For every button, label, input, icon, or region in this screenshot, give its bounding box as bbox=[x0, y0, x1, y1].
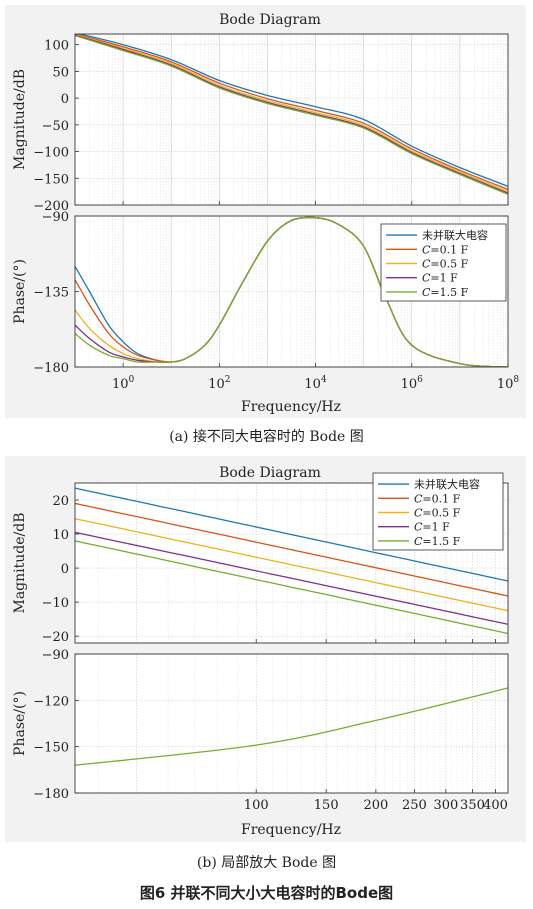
y-tick-label: −180 bbox=[33, 361, 69, 376]
chart-title: Bode Diagram bbox=[219, 12, 321, 28]
series-line bbox=[75, 518, 508, 612]
plot-frame bbox=[74, 653, 509, 794]
y-tick-label: −120 bbox=[33, 694, 69, 709]
series-line bbox=[75, 34, 508, 194]
series-line bbox=[75, 687, 508, 766]
legend-entry-label: C=1.5 F bbox=[414, 535, 461, 548]
legend-entry-label: 未并联大电容 bbox=[414, 477, 480, 491]
y-tick-label: 10 bbox=[52, 528, 69, 543]
plot-frame bbox=[74, 33, 509, 206]
series-line bbox=[75, 34, 508, 193]
y-tick-label: −200 bbox=[33, 199, 69, 214]
y-tick-label: 0 bbox=[61, 562, 69, 577]
y-tick-label: −10 bbox=[42, 596, 69, 611]
x-tick-label: 102 bbox=[208, 375, 230, 392]
legend-entry-label: C=1 F bbox=[422, 272, 458, 285]
y-tick-label: −135 bbox=[33, 286, 69, 301]
legend-entry-label: C=1 F bbox=[414, 521, 450, 534]
x-tick-label: 150 bbox=[314, 798, 339, 813]
y-tick-label: −20 bbox=[42, 630, 69, 645]
legend-entry-label: 未并联大电容 bbox=[422, 228, 488, 242]
y-tick-label: −90 bbox=[42, 648, 69, 663]
x-tick-label: 104 bbox=[304, 375, 327, 392]
x-tick-label: 100 bbox=[112, 375, 135, 392]
chart-title: Bode Diagram bbox=[219, 465, 321, 481]
y-tick-label: −100 bbox=[33, 146, 69, 161]
y-axis-label: Phase/(°) bbox=[12, 691, 28, 756]
legend-entry-label: C=0.5 F bbox=[422, 258, 469, 271]
plot-area bbox=[75, 654, 508, 793]
phase-panel: −90 −120 −150 −180 Phase/(°) 100 150 200 250 300 3… bbox=[12, 648, 509, 813]
x-tick-label: 108 bbox=[497, 375, 520, 392]
x-tick-label: 106 bbox=[401, 375, 424, 392]
y-axis-label: Magnitude/dB bbox=[12, 69, 28, 170]
legend-entry-label: C=0.1 F bbox=[422, 243, 469, 256]
x-tick-label: 350 bbox=[460, 798, 485, 813]
bode-figure: Bode Diagram100500−50−100−150−200Magnitu… bbox=[12, 12, 519, 838]
y-tick-label: 20 bbox=[52, 494, 69, 509]
series-line bbox=[75, 502, 508, 597]
plot-frame bbox=[74, 482, 509, 644]
y-tick-label: 0 bbox=[61, 92, 69, 107]
figure-title: 图6 并联不同大小大电容时的Bode图 bbox=[139, 884, 394, 902]
series-line bbox=[75, 34, 508, 191]
y-tick-label: 50 bbox=[52, 65, 69, 80]
y-tick-label: −150 bbox=[33, 172, 69, 187]
x-tick-label: 300 bbox=[433, 798, 458, 813]
y-tick-label: −180 bbox=[33, 787, 69, 802]
series-line bbox=[76, 34, 508, 187]
y-axis-label: Magnitude/dB bbox=[12, 513, 28, 614]
legend-entry-label: C=1.5 F bbox=[422, 286, 469, 299]
legend-entry-label: C=0.5 F bbox=[414, 507, 461, 520]
x-tick-label: 250 bbox=[402, 798, 427, 813]
y-tick-label: 100 bbox=[44, 39, 69, 54]
x-axis-label: Frequency/Hz bbox=[241, 399, 341, 415]
legend-entry-label: C=0.1 F bbox=[414, 492, 461, 505]
y-tick-label: −50 bbox=[42, 119, 69, 134]
series-line bbox=[75, 531, 508, 625]
series-line bbox=[75, 540, 508, 635]
x-axis-label: Frequency/Hz bbox=[241, 822, 341, 838]
y-axis-label: Phase/(°) bbox=[12, 259, 28, 324]
x-tick-label: 200 bbox=[363, 798, 388, 813]
magnitude-panel: 100 50 0 −50 −100 −150 −200 Magnitude/dB bbox=[12, 33, 509, 214]
y-tick-label: −90 bbox=[42, 210, 69, 225]
bode-chart-b: Bode Diagram20100−10−20Magnitude/dB−90−1… bbox=[12, 465, 509, 838]
plot-area bbox=[75, 34, 508, 205]
caption-b: (b) 局部放大 Bode 图 bbox=[196, 855, 337, 871]
magnitude-panel: 20 10 0 −10 −20 Magnitude/dB bbox=[12, 482, 509, 645]
x-tick-label: 400 bbox=[483, 798, 508, 813]
series-line bbox=[75, 487, 508, 582]
legend-box bbox=[372, 472, 504, 551]
legend-box bbox=[380, 223, 507, 302]
caption-a: (a) 接不同大电容时的 Bode 图 bbox=[169, 429, 364, 445]
series-line bbox=[75, 34, 508, 195]
y-tick-label: −150 bbox=[33, 741, 69, 756]
x-tick-label: 100 bbox=[244, 798, 269, 813]
bode-chart-a: Bode Diagram 100 50 0 −50 −100 −150 −200 Magnitu… bbox=[12, 12, 519, 415]
